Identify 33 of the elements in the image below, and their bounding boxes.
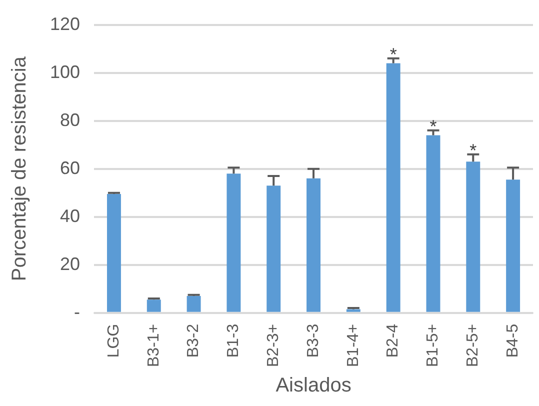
y-tick-label: 120 bbox=[50, 14, 80, 34]
annotation: * bbox=[470, 140, 477, 160]
y-axis-title: Porcentaje de resistencia bbox=[8, 56, 31, 282]
x-tick-label: B4-5 bbox=[504, 324, 522, 358]
bar bbox=[266, 186, 281, 312]
y-tick-label: 40 bbox=[60, 206, 80, 226]
x-tick-label: B1-5+ bbox=[424, 324, 442, 367]
bar bbox=[226, 174, 241, 312]
y-tick-label: 20 bbox=[60, 254, 80, 274]
y-tick-label: 100 bbox=[50, 62, 80, 82]
x-axis-title: Aislados bbox=[276, 374, 352, 397]
x-tick-label: B3-1+ bbox=[145, 324, 162, 367]
bar bbox=[186, 296, 201, 312]
bar bbox=[426, 135, 440, 312]
annotation: * bbox=[430, 116, 437, 136]
x-tick-label: B2-3+ bbox=[265, 324, 282, 367]
x-tick-label: B1-4+ bbox=[344, 324, 362, 367]
y-tick-label: 80 bbox=[60, 110, 80, 130]
bar bbox=[386, 63, 400, 312]
bar bbox=[146, 300, 161, 312]
x-tick-label: B3-2 bbox=[185, 324, 202, 358]
x-tick-label: B2-5+ bbox=[464, 324, 482, 367]
y-tick-label: - bbox=[74, 302, 80, 322]
bar bbox=[506, 180, 520, 312]
y-tick-label: 60 bbox=[60, 158, 80, 178]
bar bbox=[107, 194, 121, 312]
bar bbox=[466, 162, 480, 312]
x-tick-label: B2-4 bbox=[384, 324, 402, 358]
x-tick-label: B1-3 bbox=[225, 324, 242, 358]
bar bbox=[306, 178, 320, 312]
x-tick-label: B3-3 bbox=[304, 324, 322, 358]
annotation: * bbox=[390, 44, 397, 64]
x-tick-label: LGG bbox=[105, 324, 122, 358]
